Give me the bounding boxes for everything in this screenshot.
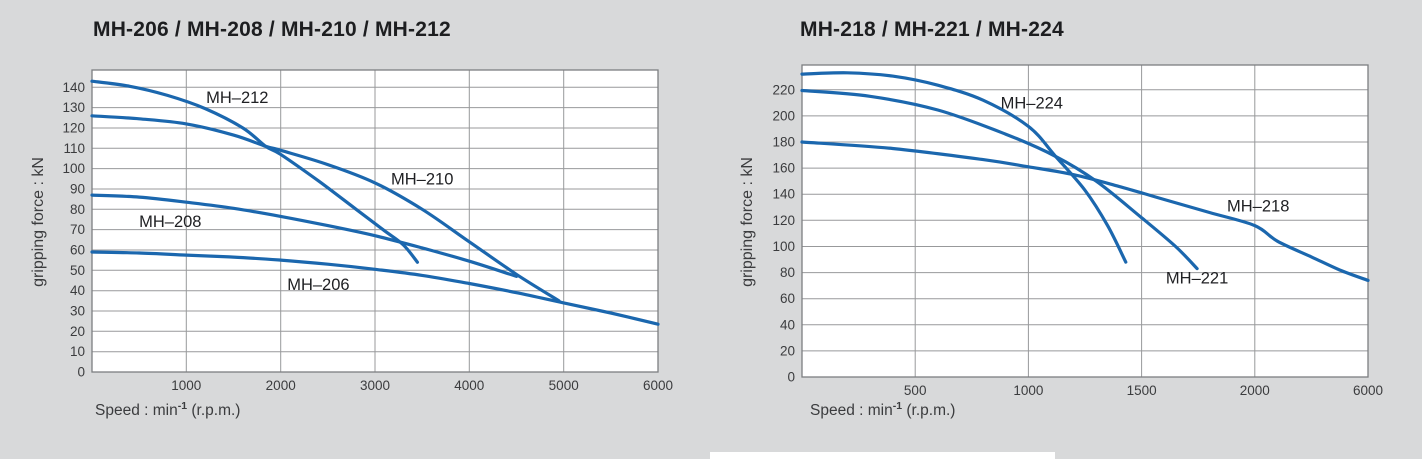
y-tick-label-130: 130 (62, 100, 85, 115)
chart-title-right: MH-218 / MH-221 / MH-224 (800, 18, 1064, 41)
x-axis-label-text: Speed : min (95, 402, 178, 420)
y-tick-label-120: 120 (772, 213, 795, 228)
curve-mh-206 (90, 250, 660, 326)
x-tick-label-6000: 6000 (1353, 383, 1383, 398)
curve-mh-224 (800, 71, 1128, 264)
curve-label-mh-221: MH–221 (1166, 269, 1228, 287)
y-tick-label-140: 140 (772, 187, 795, 202)
y-tick-label-200: 200 (772, 108, 795, 123)
x-axis-label-tail: (r.p.m.) (902, 402, 956, 420)
x-axis-label-right: Speed : min-1 (r.p.m.) (810, 400, 955, 420)
x-tick-label-1500: 1500 (1127, 383, 1157, 398)
x-tick-label-2000: 2000 (266, 378, 296, 393)
y-tick-label-10: 10 (70, 344, 85, 359)
y-tick-label-80: 80 (70, 202, 85, 217)
chart-svg-1: 0 20 40 60 80 100 120 140 160 180 200 220 500 1000 150… (772, 64, 1383, 398)
plot-border (801, 64, 1369, 378)
y-tick-label-90: 90 (70, 182, 85, 197)
y-tick-label-30: 30 (70, 304, 85, 319)
x-axis-label-left: Speed : min-1 (r.p.m.) (95, 400, 240, 420)
y-tick-label-60: 60 (70, 243, 85, 258)
plot-background (802, 65, 1368, 377)
curve-label-mh-206: MH–206 (287, 276, 349, 294)
y-tick-label-40: 40 (780, 317, 795, 332)
plot-border (91, 69, 659, 373)
chart-panel-right: MH-218 / MH-221 / MH-224 0 20 40 60 80 100 120… (711, 0, 1422, 459)
x-axis-label-text: Speed : min (810, 402, 893, 420)
curve-label-mh-224: MH–224 (1001, 94, 1063, 112)
x-tick-label-3000: 3000 (360, 378, 390, 393)
y-tick-label-80: 80 (780, 265, 795, 280)
curve-label-mh-208: MH–208 (139, 213, 201, 231)
y-axis-label-right: gripping force : kN (739, 157, 756, 287)
x-tick-label-1000: 1000 (171, 378, 201, 393)
y-tick-label-220: 220 (772, 82, 795, 97)
y-tick-label-70: 70 (70, 222, 85, 237)
y-tick-label-140: 140 (62, 80, 85, 95)
y-tick-label-180: 180 (772, 135, 795, 150)
curve-mh-218 (800, 140, 1370, 282)
y-tick-label-110: 110 (63, 141, 85, 156)
white-strip (710, 452, 1055, 459)
y-tick-label-60: 60 (780, 291, 795, 306)
curve-mh-208 (90, 193, 519, 278)
y-tick-label-40: 40 (70, 283, 85, 298)
y-tick-label-0: 0 (77, 365, 85, 380)
x-tick-label-2000: 2000 (1240, 383, 1270, 398)
y-tick-label-50: 50 (70, 263, 85, 278)
chart-panel-left: MH-206 / MH-208 / MH-210 / MH-212 0 10 20 3… (30, 18, 673, 420)
y-tick-label-100: 100 (62, 161, 85, 176)
x-axis-label-sup: -1 (892, 400, 903, 412)
x-tick-label-500: 500 (904, 383, 927, 398)
x-tick-label-5000: 5000 (549, 378, 579, 393)
x-tick-label-4000: 4000 (454, 378, 484, 393)
x-axis-label-sup: -1 (177, 400, 188, 412)
chart-title-left: MH-206 / MH-208 / MH-210 / MH-212 (93, 18, 451, 41)
curve-label-mh-218: MH–218 (1227, 198, 1289, 216)
curve-label-mh-210: MH–210 (391, 170, 453, 188)
x-tick-label-1000: 1000 (1013, 383, 1043, 398)
curve-label-mh-212: MH–212 (206, 89, 268, 107)
curve-mh-210 (90, 114, 561, 303)
x-axis-label-tail: (r.p.m.) (187, 402, 241, 420)
y-tick-label-20: 20 (70, 324, 85, 339)
chart-svg-0: 0 10 20 30 40 50 60 70 80 90 100 110 120 130 140 1000 20… (62, 69, 673, 393)
y-tick-label-100: 100 (772, 239, 795, 254)
curve-mh-221 (800, 88, 1199, 271)
y-tick-label-160: 160 (772, 161, 795, 176)
y-tick-label-120: 120 (62, 121, 85, 136)
y-axis-label-left: gripping force : kN (30, 157, 47, 287)
y-tick-label-0: 0 (787, 370, 795, 385)
curve-mh-212 (90, 79, 419, 264)
y-tick-label-20: 20 (780, 343, 795, 358)
x-tick-label-6000: 6000 (643, 378, 673, 393)
